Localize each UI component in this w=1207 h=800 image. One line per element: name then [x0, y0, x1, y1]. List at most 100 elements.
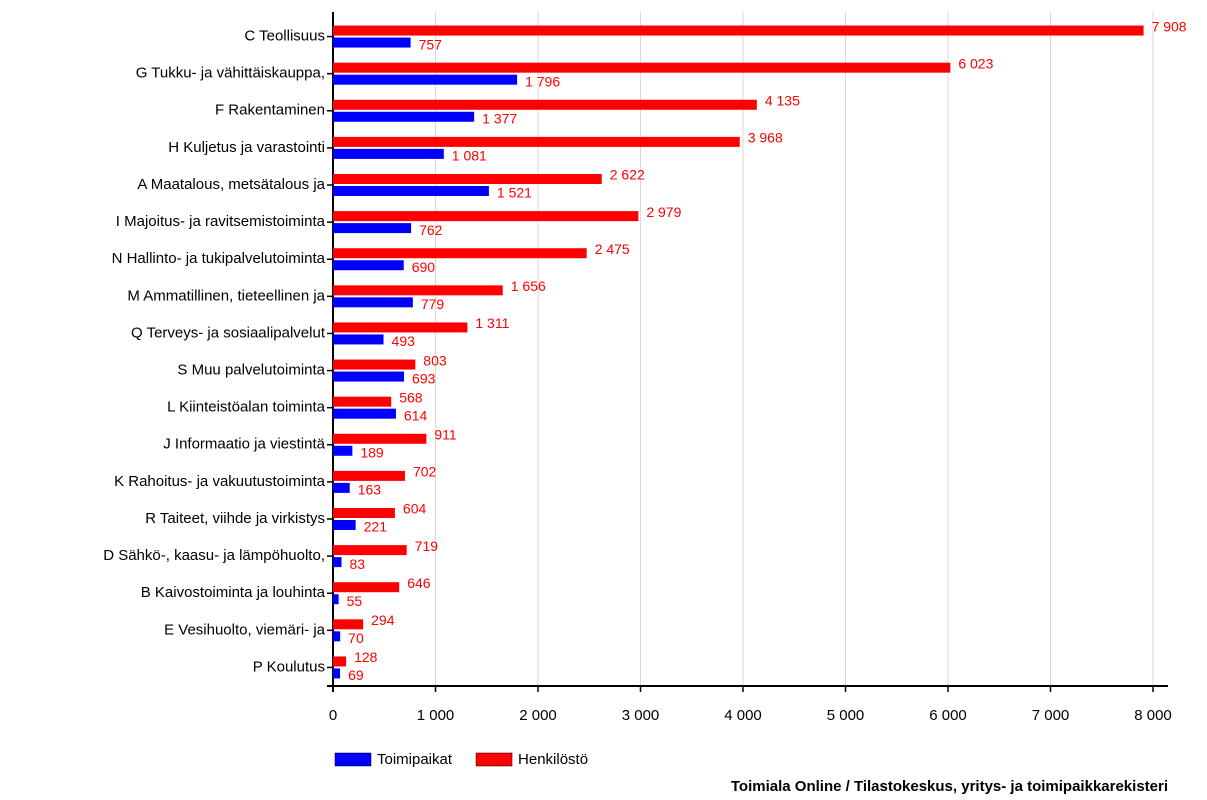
bar — [333, 594, 339, 605]
value-label: 1 521 — [497, 185, 532, 201]
value-label: 128 — [354, 649, 378, 665]
bar — [333, 334, 384, 345]
bar — [333, 396, 392, 407]
bar — [333, 433, 427, 444]
value-label: 221 — [364, 519, 388, 535]
value-label: 719 — [415, 538, 439, 554]
x-tick-label: 6 000 — [929, 707, 967, 724]
y-tick-label: D Sähkö-, kaasu- ja lämpöhuolto, — [103, 547, 325, 564]
value-label: 4 135 — [765, 92, 800, 108]
bar — [333, 359, 416, 370]
x-tick-label: 7 000 — [1032, 707, 1070, 724]
bar — [333, 37, 411, 48]
bar — [333, 111, 475, 122]
value-label: 690 — [412, 259, 436, 275]
bar — [333, 248, 587, 259]
y-tick-label: S Muu palvelutoiminta — [177, 362, 325, 379]
bar — [333, 260, 404, 271]
x-tick-label: 0 — [329, 707, 337, 724]
x-tick-label: 3 000 — [622, 707, 660, 724]
bar — [333, 582, 400, 593]
y-tick-label: G Tukku- ja vähittäiskauppa, — [136, 65, 325, 82]
source: Toimiala Online / Tilastokeskus, yritys-… — [731, 778, 1168, 795]
value-label: 568 — [399, 389, 423, 405]
y-tick-label: E Vesihuolto, viemäri- ja — [164, 621, 326, 638]
y-tick-label: H Kuljetus ja varastointi — [168, 139, 325, 156]
value-label: 163 — [358, 482, 382, 498]
bar — [333, 668, 341, 679]
y-tick-label: Q Terveys- ja sosiaalipalvelut — [131, 324, 326, 341]
x-tick-label: 8 000 — [1134, 707, 1172, 724]
value-label: 646 — [407, 575, 431, 591]
value-label: 1 796 — [525, 73, 560, 89]
bar — [333, 285, 503, 296]
value-label: 911 — [434, 426, 457, 442]
value-label: 2 475 — [595, 241, 630, 257]
y-tick-label: A Maatalous, metsätalous ja — [137, 176, 325, 193]
value-label: 762 — [419, 222, 443, 238]
value-label: 70 — [348, 630, 364, 646]
bar — [333, 619, 364, 630]
value-label: 702 — [413, 464, 437, 480]
bar — [333, 74, 518, 85]
bar — [333, 211, 639, 222]
y-tick-label: K Rahoitus- ja vakuutustoiminta — [114, 473, 326, 490]
bar — [333, 470, 405, 481]
y-tick-label: R Taiteet, viihde ja virkistys — [145, 510, 325, 527]
value-label: 2 979 — [646, 204, 681, 220]
y-tick-label: J Informaatio ja viestintä — [163, 436, 325, 453]
bar — [333, 99, 757, 110]
bar — [333, 408, 396, 419]
bar — [333, 25, 1144, 36]
bar — [333, 482, 350, 493]
y-tick-label: L Kiinteistöalan toiminta — [167, 399, 326, 416]
bar — [333, 445, 353, 456]
y-tick-label: B Kaivostoiminta ja louhinta — [141, 584, 326, 601]
bar — [333, 508, 395, 518]
legend-label: Henkilöstö — [518, 751, 588, 768]
value-label: 614 — [404, 407, 428, 423]
value-label: 189 — [360, 444, 384, 460]
bar — [333, 186, 489, 196]
value-label: 69 — [348, 667, 364, 683]
legend-label: Toimipaikat — [377, 751, 453, 768]
value-label: 55 — [347, 593, 363, 609]
value-label: 1 377 — [482, 110, 517, 126]
bar — [333, 223, 412, 234]
y-tick-label: N Hallinto- ja tukipalvelutoiminta — [112, 250, 326, 267]
bar — [333, 174, 602, 184]
bar — [333, 545, 407, 556]
bar — [333, 371, 405, 382]
x-tick-label: 4 000 — [724, 707, 762, 724]
value-label: 83 — [350, 556, 366, 572]
bar — [333, 148, 444, 159]
value-label: 757 — [419, 36, 443, 52]
value-label: 1 081 — [452, 148, 487, 164]
value-label: 294 — [371, 612, 395, 628]
bar — [333, 656, 347, 667]
x-tick-label: 1 000 — [417, 707, 455, 724]
y-tick-label: M Ammatillinen, tieteellinen ja — [127, 287, 325, 304]
y-tick-label: P Koulutus — [253, 658, 325, 675]
legend-swatch — [475, 752, 513, 767]
bar — [333, 631, 341, 642]
bar — [333, 322, 468, 333]
value-label: 693 — [412, 370, 436, 386]
bar — [333, 297, 413, 308]
value-label: 1 656 — [511, 278, 546, 294]
y-tick-label: I Majoitus- ja ravitsemistoiminta — [116, 213, 326, 230]
value-label: 493 — [392, 333, 416, 349]
y-tick-label: F Rakentaminen — [215, 102, 325, 119]
value-label: 7 908 — [1152, 18, 1187, 34]
x-tick-label: 5 000 — [827, 707, 865, 724]
bar — [333, 557, 342, 568]
value-label: 6 023 — [958, 55, 993, 71]
x-tick-label: 2 000 — [519, 707, 557, 724]
value-label: 803 — [423, 352, 447, 368]
value-label: 2 622 — [610, 167, 645, 183]
y-tick-label: C Teollisuus — [244, 28, 325, 45]
bar — [333, 136, 740, 147]
value-label: 3 968 — [748, 130, 783, 146]
value-label: 779 — [421, 296, 445, 312]
